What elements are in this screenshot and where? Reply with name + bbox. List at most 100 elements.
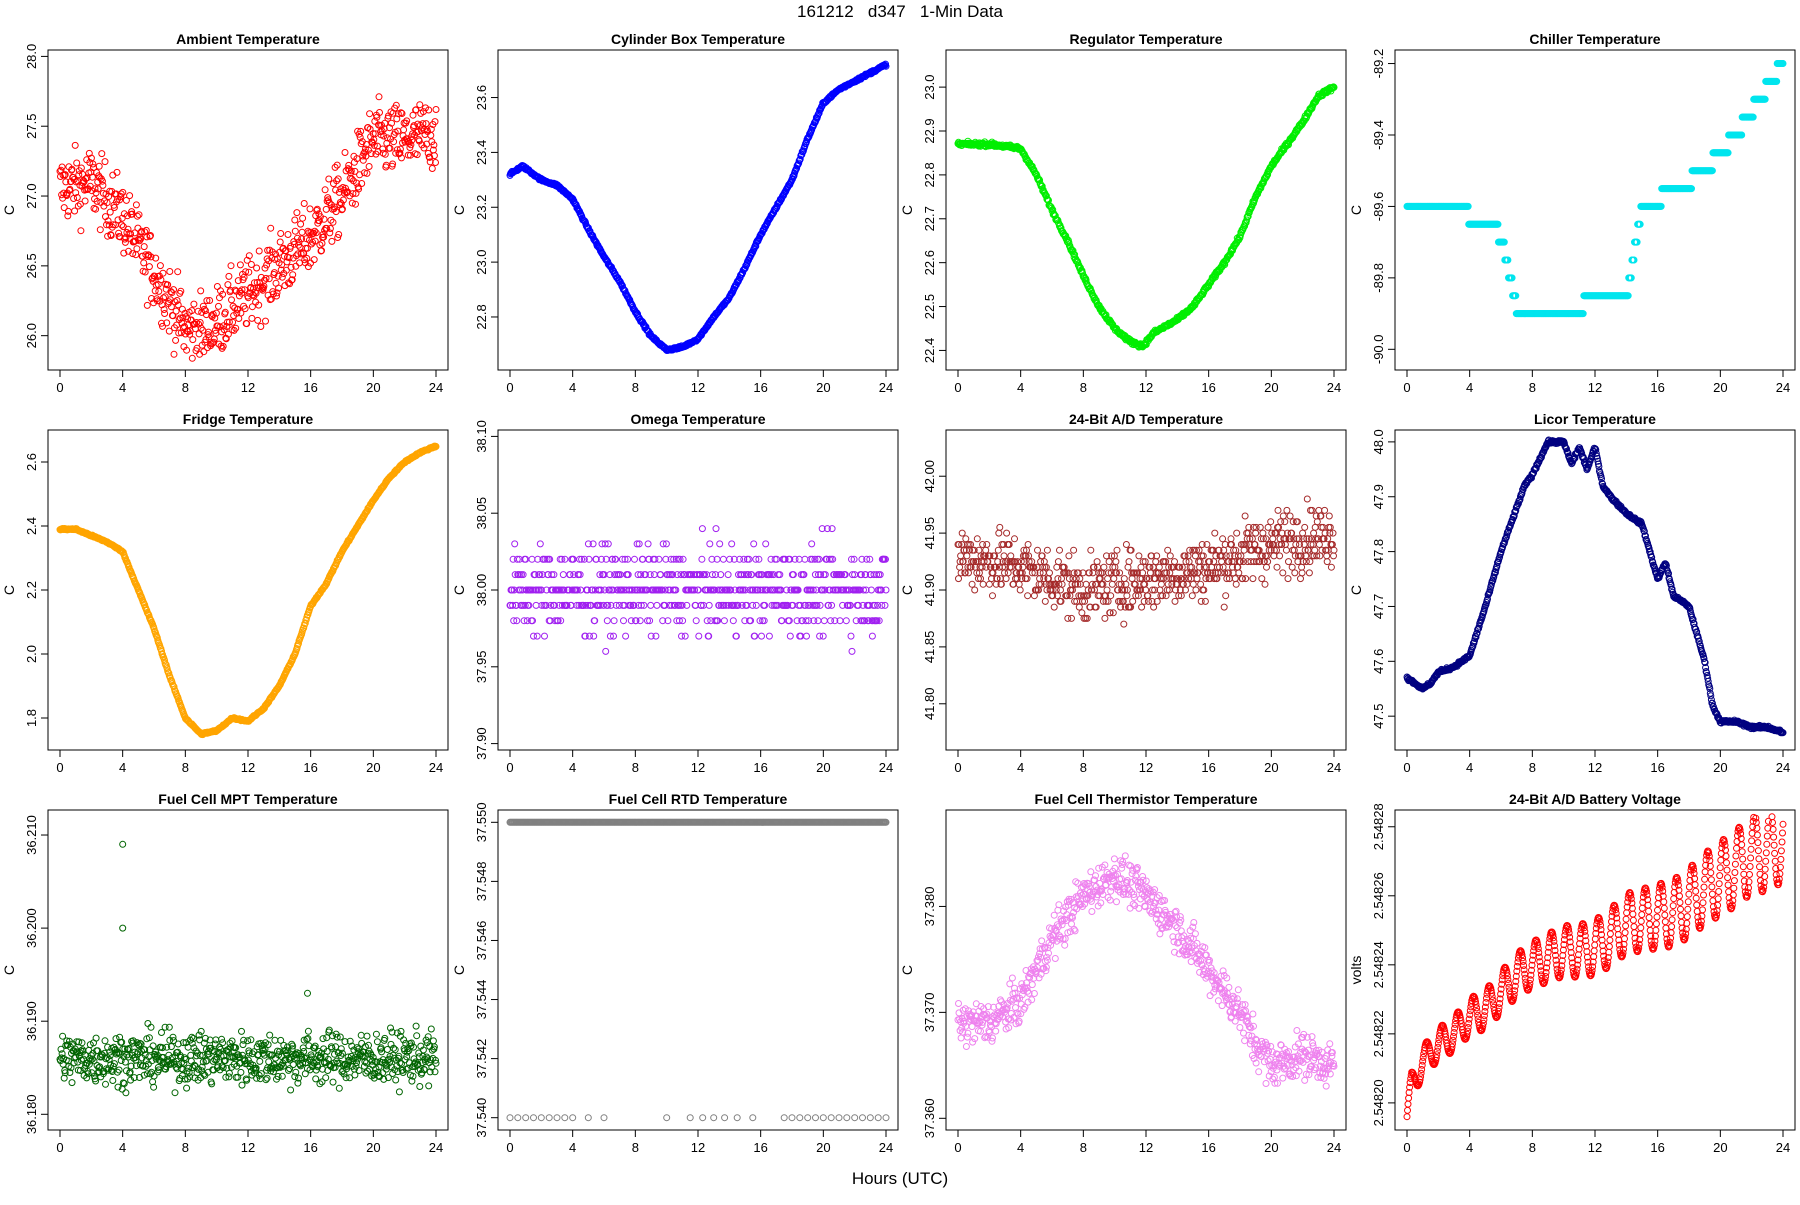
data-point — [957, 564, 963, 570]
data-point — [268, 225, 274, 231]
data-point — [1055, 559, 1061, 565]
plot-frame — [1395, 50, 1795, 370]
data-point — [621, 618, 627, 624]
data-point — [753, 602, 759, 608]
x-tick-label: 0 — [506, 760, 513, 775]
y-tick-label: 37.95 — [474, 651, 489, 684]
x-tick-label: 8 — [182, 380, 189, 395]
y-tick-label: 26.5 — [24, 253, 39, 278]
y-tick-label: 22.7 — [922, 206, 937, 231]
data-point — [995, 547, 1001, 553]
data-point — [1004, 530, 1010, 536]
data-point — [560, 572, 566, 578]
data-point — [1153, 559, 1159, 565]
x-tick-label: 20 — [1713, 380, 1727, 395]
x-tick-label: 0 — [56, 380, 63, 395]
data-point — [1025, 593, 1031, 599]
data-point — [766, 633, 772, 639]
x-tick-label: 4 — [1017, 380, 1024, 395]
data-point — [1001, 553, 1007, 559]
data-point — [171, 351, 177, 357]
data-point — [1189, 593, 1195, 599]
data-point — [1058, 587, 1064, 593]
data-point — [1121, 621, 1127, 627]
data-point — [367, 111, 373, 117]
data-point — [591, 633, 597, 639]
data-point — [972, 587, 978, 593]
data-point — [146, 264, 152, 270]
data-point — [382, 151, 388, 157]
data-point — [809, 541, 815, 547]
data-point — [1016, 581, 1022, 587]
y-tick-label: 23.0 — [474, 249, 489, 274]
data-point — [1035, 547, 1041, 553]
data-point — [366, 164, 372, 170]
data-point — [1138, 564, 1144, 570]
x-tick-label: 0 — [506, 380, 513, 395]
data-point — [255, 317, 261, 323]
data-point — [1125, 564, 1131, 570]
x-tick-label: 8 — [632, 380, 639, 395]
data-point — [198, 288, 204, 294]
data-point — [428, 132, 434, 138]
data-point — [1198, 581, 1204, 587]
data-point — [237, 262, 243, 268]
x-tick-label: 8 — [632, 760, 639, 775]
data-point — [1005, 570, 1011, 576]
data-point — [699, 556, 705, 562]
data-point — [135, 225, 141, 231]
y-axis-label: C — [1, 205, 17, 215]
data-point — [725, 572, 731, 578]
data-point — [249, 315, 255, 321]
data-point — [1151, 604, 1157, 610]
data-point — [99, 151, 105, 157]
data-point — [654, 602, 660, 608]
y-tick-label: 27.0 — [24, 183, 39, 208]
data-point — [190, 337, 196, 343]
chart-title: Chiller Temperature — [1529, 31, 1660, 47]
data-point — [1088, 547, 1094, 553]
x-tick-label: 12 — [1139, 760, 1153, 775]
data-point — [191, 301, 197, 307]
data-point — [1044, 547, 1050, 553]
y-tick-label: 1.8 — [24, 709, 39, 727]
data-point — [1147, 570, 1153, 576]
chart-title: Ambient Temperature — [176, 31, 320, 47]
y-tick-label: 22.8 — [474, 304, 489, 329]
data-point — [963, 536, 969, 542]
data-point — [195, 308, 201, 314]
data-points — [57, 94, 439, 362]
data-point — [417, 102, 423, 108]
data-point — [1054, 564, 1060, 570]
chart-title: Fridge Temperature — [183, 411, 314, 427]
data-point — [787, 633, 793, 639]
y-tick-label: 26.0 — [24, 323, 39, 348]
x-tick-label: 8 — [1529, 380, 1536, 395]
y-tick-label: 2.2 — [24, 581, 39, 599]
data-point — [1139, 604, 1145, 610]
y-tick-label: 41.85 — [922, 631, 937, 664]
data-point — [175, 269, 181, 275]
data-point — [1192, 553, 1198, 559]
plot-frame — [498, 50, 898, 370]
data-point — [974, 536, 980, 542]
x-tick-label: 16 — [753, 380, 767, 395]
data-point — [157, 263, 163, 269]
x-tick-label: 8 — [182, 760, 189, 775]
y-tick-label: 2.0 — [24, 645, 39, 663]
data-point — [1111, 576, 1117, 582]
data-point — [376, 94, 382, 100]
data-point — [648, 602, 654, 608]
data-point — [414, 152, 420, 158]
x-tick-label: 4 — [119, 380, 126, 395]
data-points — [955, 84, 1337, 350]
y-tick-label: 23.4 — [474, 140, 489, 165]
y-axis-label: C — [1, 585, 17, 595]
data-point — [1069, 615, 1075, 621]
data-point — [401, 127, 407, 133]
data-point — [141, 244, 147, 250]
x-tick-label: 20 — [816, 760, 830, 775]
y-axis-label: C — [899, 205, 915, 215]
